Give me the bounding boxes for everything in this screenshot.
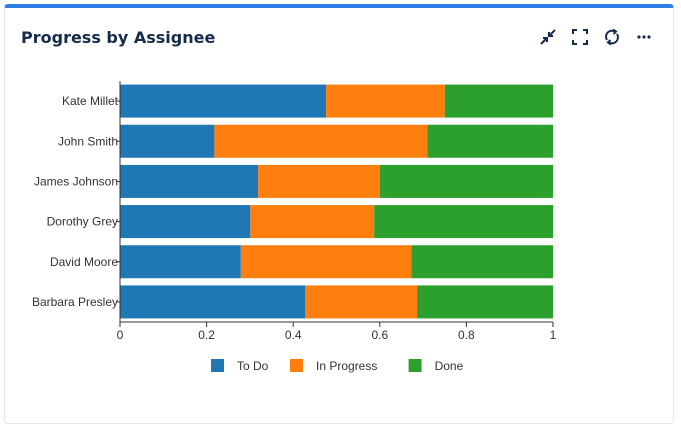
category-label: John Smith xyxy=(58,134,118,148)
legend-label: In Progress xyxy=(316,359,377,373)
bar-to-do xyxy=(120,205,251,239)
x-tick-label: 0.2 xyxy=(198,328,215,342)
collapse-button[interactable] xyxy=(539,28,557,46)
bar-done xyxy=(411,245,553,279)
bar-in-progress xyxy=(240,245,412,279)
legend-swatch-in-progress xyxy=(290,359,303,372)
bar-in-progress xyxy=(258,164,380,198)
widget-toolbar xyxy=(539,28,653,46)
legend-label: Done xyxy=(435,359,464,373)
more-options-icon xyxy=(637,35,651,39)
legend-swatch-done xyxy=(408,359,422,372)
bar-in-progress xyxy=(214,124,428,158)
x-tick-label: 1 xyxy=(550,328,557,342)
bar-done xyxy=(444,84,553,118)
category-label: James Johnson xyxy=(34,174,118,188)
legend-label: To Do xyxy=(237,359,269,373)
bar-in-progress xyxy=(250,205,375,239)
bar-to-do xyxy=(120,164,259,198)
widget-title: Progress by Assignee xyxy=(21,28,216,47)
bar-done xyxy=(417,285,553,319)
bar-to-do xyxy=(120,84,327,118)
x-tick-label: 0 xyxy=(117,328,124,342)
collapse-icon xyxy=(540,29,556,45)
category-label: Kate Millet xyxy=(62,94,119,108)
refresh-button[interactable] xyxy=(603,28,621,46)
x-tick-label: 0.6 xyxy=(371,328,388,342)
bar-done xyxy=(374,205,553,239)
fullscreen-button[interactable] xyxy=(571,28,589,46)
bar-in-progress xyxy=(326,84,445,118)
refresh-icon xyxy=(605,28,619,46)
bar-to-do xyxy=(120,245,241,279)
fullscreen-icon xyxy=(572,29,588,45)
x-tick-label: 0.4 xyxy=(285,328,302,342)
category-label: Barbara Presley xyxy=(32,295,118,309)
more-options-button[interactable] xyxy=(635,28,653,46)
bar-done xyxy=(379,164,553,198)
legend-swatch-to-do xyxy=(211,359,224,372)
bar-done xyxy=(427,124,553,158)
bar-to-do xyxy=(120,124,215,158)
category-label: Dorothy Grey xyxy=(47,215,118,229)
category-label: David Moore xyxy=(50,255,118,269)
bar-to-do xyxy=(120,285,306,319)
bar-in-progress xyxy=(305,285,418,319)
x-tick-label: 0.8 xyxy=(458,328,475,342)
